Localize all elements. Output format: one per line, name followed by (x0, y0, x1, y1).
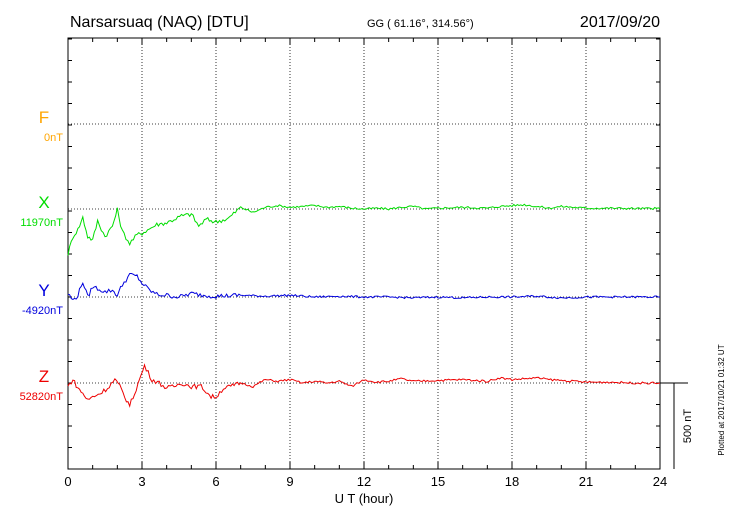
grid-lines (68, 38, 660, 469)
x-tick-label: 9 (286, 474, 293, 489)
series-name-x: X (38, 193, 49, 212)
series-baseline-y: -4920nT (22, 305, 63, 317)
x-tick-label: 21 (579, 474, 593, 489)
plot-date: 2017/09/20 (580, 14, 660, 31)
x-tick-labels: 0 3 6 9 12 15 18 21 24 (64, 474, 667, 489)
series-baseline-f: 0nT (44, 132, 63, 144)
series-baseline-z: 52820nT (20, 391, 64, 403)
station-title: Narsarsuaq (NAQ) [DTU] (70, 14, 249, 31)
series-line-z (67, 363, 661, 408)
series-name-z: Z (39, 367, 49, 386)
series-lines (67, 203, 661, 408)
x-tick-label: 24 (653, 474, 667, 489)
series-line-y (67, 273, 660, 300)
x-tick-label: 12 (357, 474, 371, 489)
series-name-y: Y (38, 281, 49, 300)
x-tick-label: 6 (212, 474, 219, 489)
x-tick-label: 3 (138, 474, 145, 489)
axis-ticks (67, 38, 661, 470)
x-tick-label: 15 (431, 474, 445, 489)
series-name-f: F (39, 108, 49, 127)
series-baseline-x: 11970nT (20, 217, 63, 229)
station-coordinates: GG ( 61.16°, 314.56°) (367, 18, 474, 30)
x-tick-label: 18 (505, 474, 519, 489)
series-labels: F 0nT X 11970nT Y -4920nT Z 52820nT (20, 108, 64, 403)
x-tick-label: 0 (64, 474, 71, 489)
plotted-timestamp: Plotted at 2017/10/21 01:32 UT (717, 344, 726, 455)
series-line-x (67, 203, 661, 256)
scale-bar-label: 500 nT (682, 409, 694, 444)
x-axis-label: U T (hour) (335, 491, 394, 506)
